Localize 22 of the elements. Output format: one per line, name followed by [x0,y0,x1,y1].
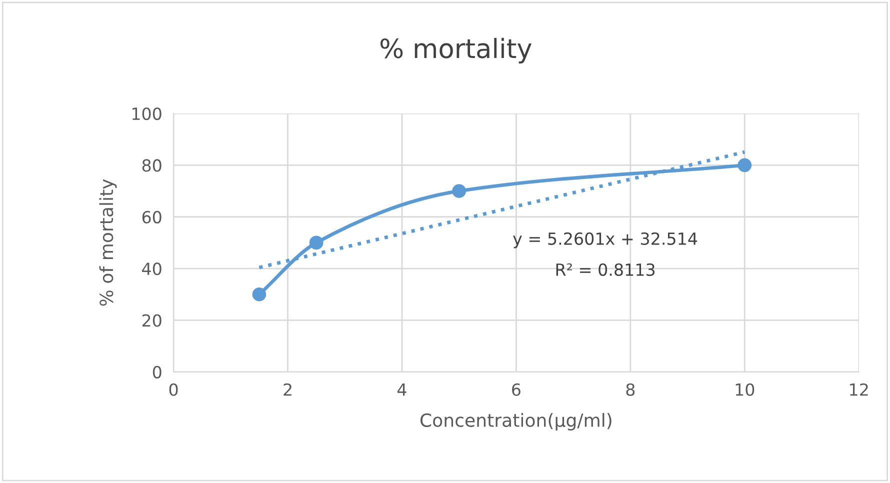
y-tick-label: 80 [142,159,162,172]
point [309,236,324,250]
x-tick-label: 12 [850,383,868,396]
point [738,158,752,172]
x-tick-label: 6 [512,383,520,396]
point [252,287,266,302]
y-tick-label: 100 [132,107,162,120]
x-tick-label: 8 [626,383,635,396]
x-axis-title: Concentration(µg/ml) [420,413,612,431]
annotation: y = 5.2601x + 32.514 [513,232,698,248]
chart-title: % mortality [380,38,532,64]
x-tick-label: 2 [284,383,292,396]
y-tick-label: 60 [142,210,162,224]
point [452,184,466,198]
x-tick-label: 4 [397,384,406,396]
x-tick-label: 10 [736,383,754,396]
y-tick-label: 0 [152,366,162,378]
y-tick-label: 40 [142,262,162,276]
x-tick-label: 0 [169,383,178,396]
y-tick-label: 20 [142,314,162,327]
annotation: R² = 0.8113 [556,263,655,276]
y-axis-title: % of mortality [99,179,117,306]
